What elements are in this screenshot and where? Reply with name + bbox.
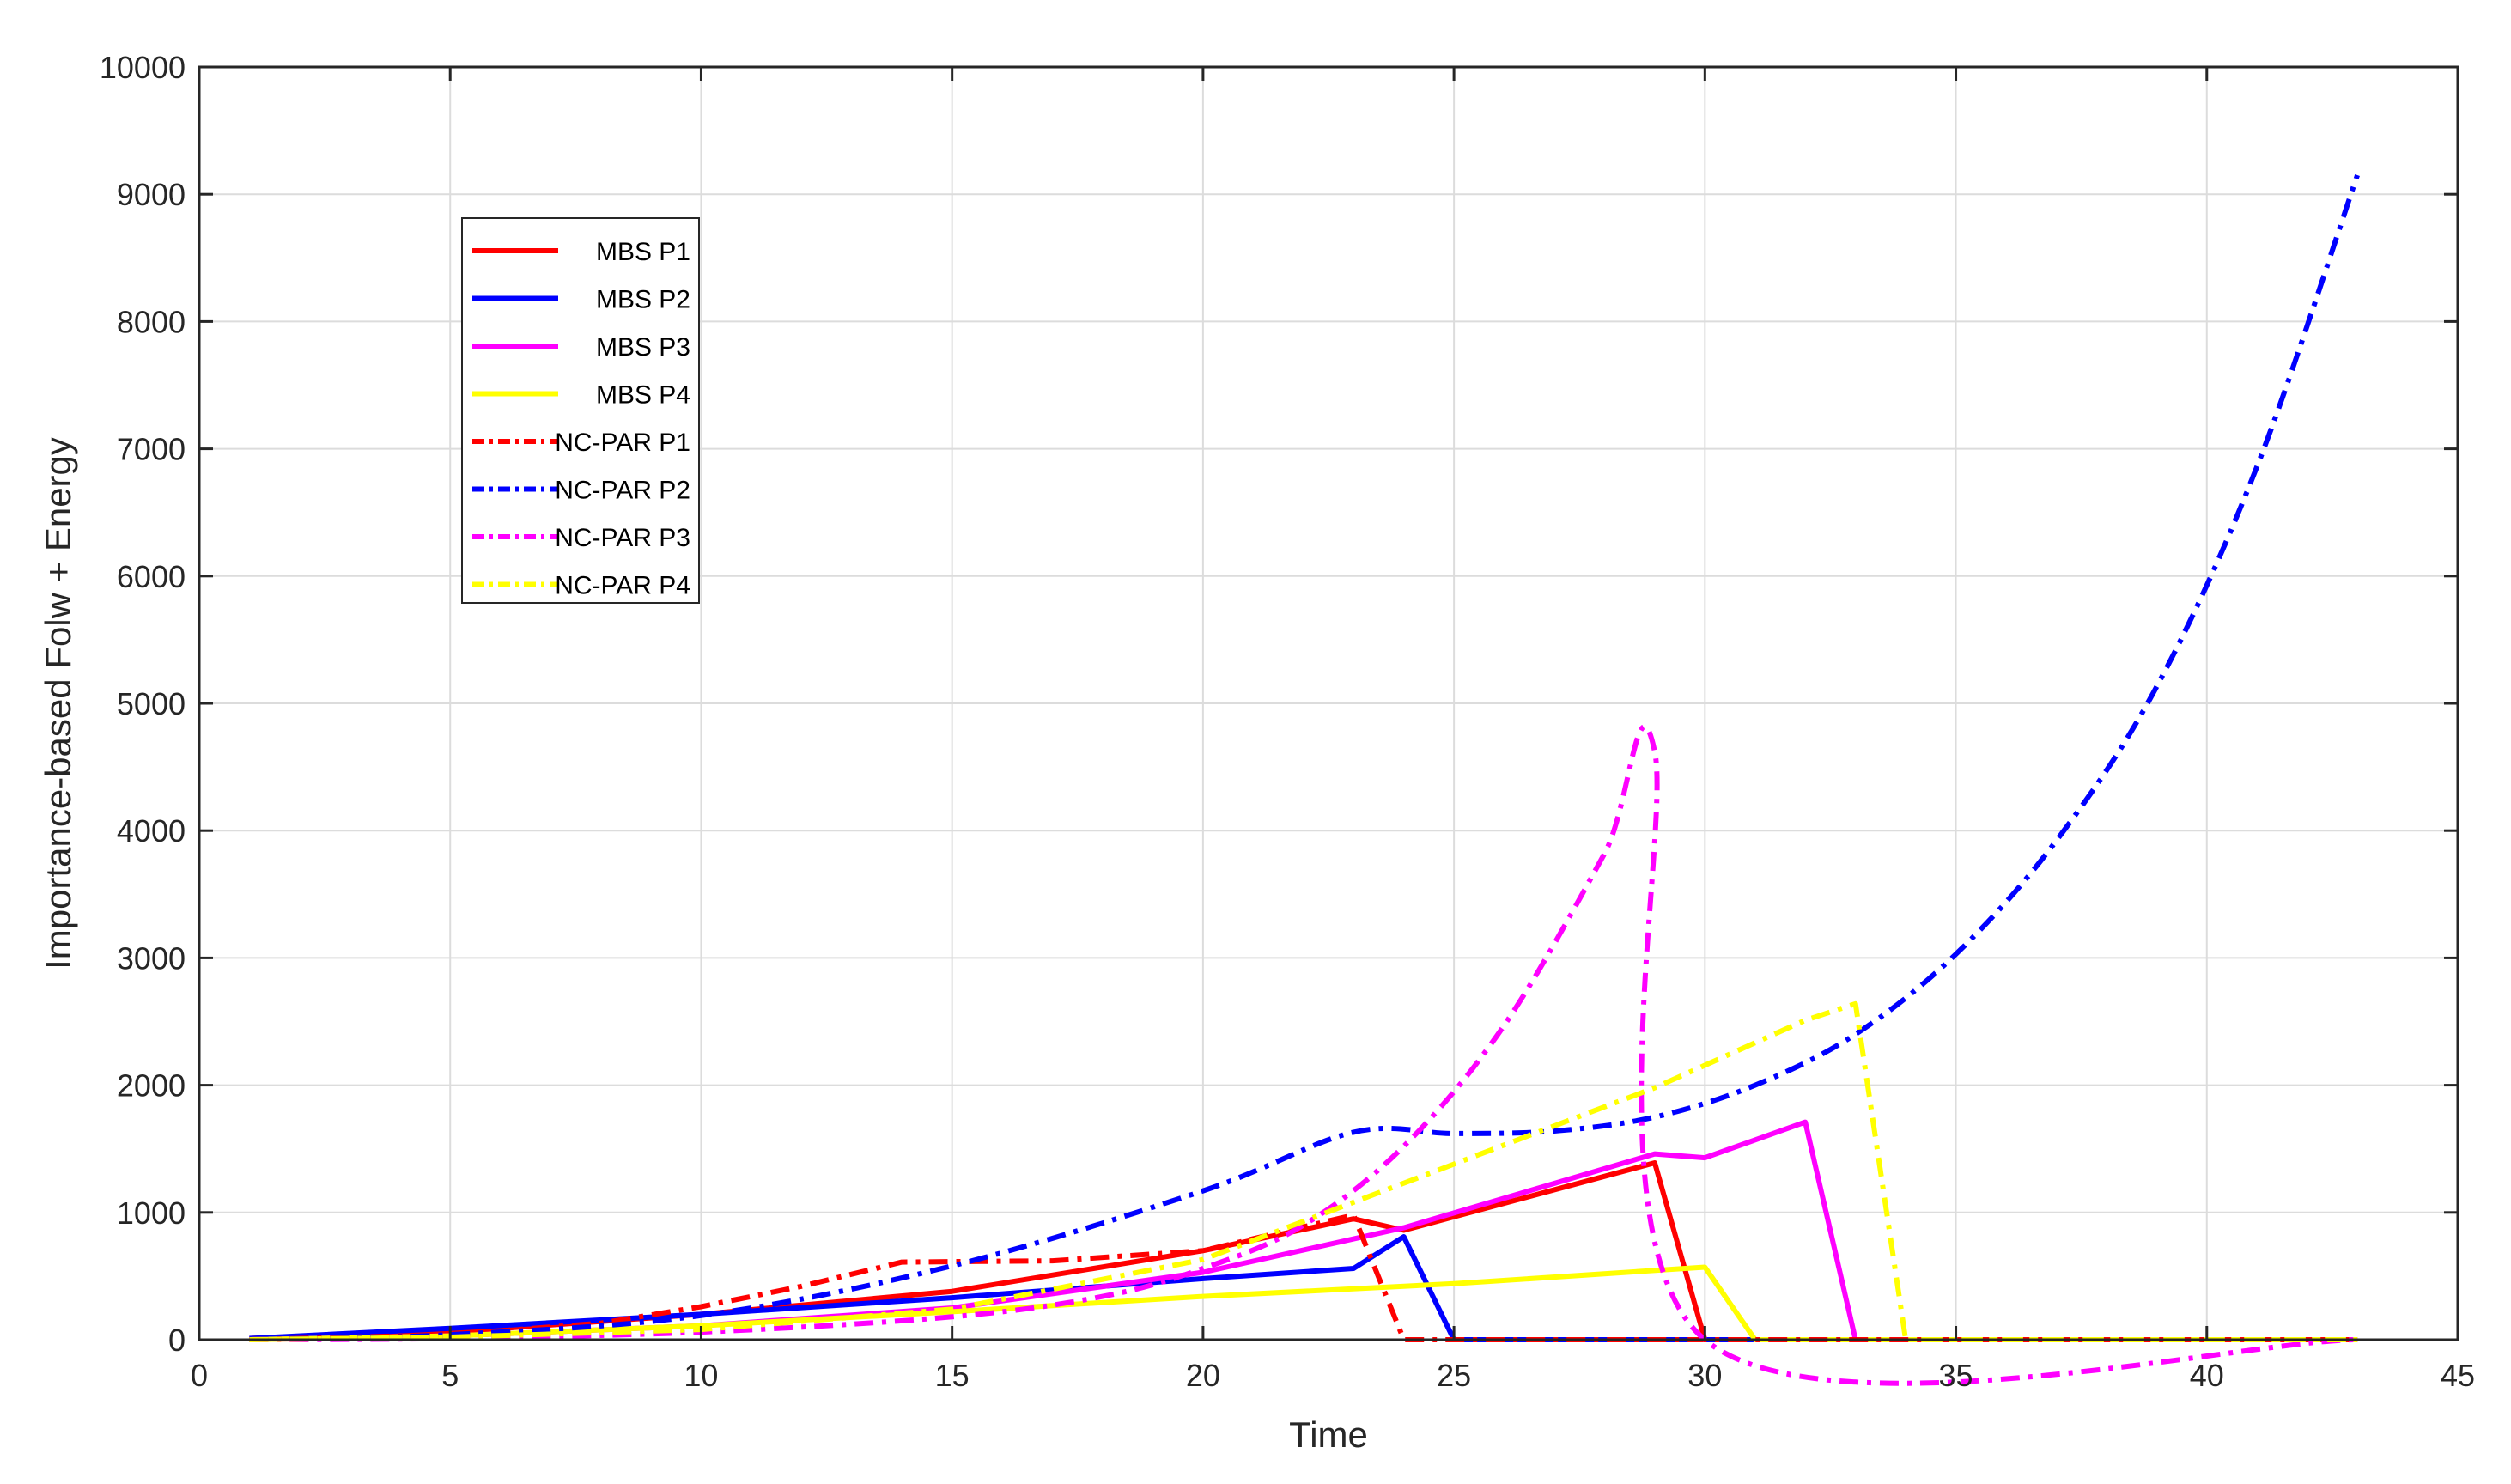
grid-lines bbox=[199, 67, 2458, 1340]
y-tick-labels: 0 1000 2000 3000 4000 5000 6000 7000 8000 9000 100… bbox=[100, 50, 185, 1358]
legend: MBS P1 MBS P2 MBS P3 MBS P4 NC-PAR P1 NC-PAR … bbox=[461, 217, 700, 604]
x-tick-label: 20 bbox=[1186, 1358, 1220, 1393]
series-line-nc-par-p1 bbox=[249, 1212, 2358, 1342]
legend-label: NC-PAR P2 bbox=[555, 477, 690, 505]
legend-items: MBS P1 MBS P2 MBS P3 MBS P4 NC-PAR P1 NC-PAR … bbox=[472, 238, 690, 600]
y-tick-label: 8000 bbox=[117, 304, 185, 339]
y-tick-label: 1000 bbox=[117, 1195, 185, 1231]
y-tick-label: 9000 bbox=[117, 177, 185, 212]
x-tick-labels: 0 5 10 15 20 25 30 35 40 45 bbox=[191, 1358, 2475, 1393]
y-tick-label: 3000 bbox=[117, 940, 185, 976]
legend-label: NC-PAR P4 bbox=[555, 572, 690, 600]
y-tick-label: 0 bbox=[168, 1323, 185, 1358]
legend-label: MBS P1 bbox=[596, 238, 690, 266]
x-tick-label: 0 bbox=[191, 1358, 208, 1393]
x-axis-label: Time bbox=[1289, 1414, 1368, 1455]
x-tick-label: 35 bbox=[1939, 1358, 1973, 1393]
x-tick-label: 45 bbox=[2441, 1358, 2475, 1393]
x-tick-label: 25 bbox=[1437, 1358, 1471, 1393]
x-tick-label: 40 bbox=[2190, 1358, 2224, 1393]
axis-ticks bbox=[198, 65, 2459, 1341]
legend-label: MBS P3 bbox=[596, 333, 690, 362]
y-axis-label: Importance-based Folw + Energy bbox=[38, 437, 78, 970]
x-tick-label: 10 bbox=[684, 1358, 718, 1393]
legend-label: NC-PAR P3 bbox=[555, 524, 690, 552]
y-tick-label: 5000 bbox=[117, 686, 185, 721]
legend-label: MBS P2 bbox=[596, 286, 690, 314]
y-tick-label: 6000 bbox=[117, 559, 185, 594]
legend-label: MBS P4 bbox=[596, 381, 690, 410]
x-tick-label: 5 bbox=[441, 1358, 459, 1393]
x-tick-label: 15 bbox=[935, 1358, 970, 1393]
series-line-nc-par-p2 bbox=[249, 174, 2360, 1342]
legend-label: NC-PAR P1 bbox=[555, 429, 690, 457]
y-tick-label: 4000 bbox=[117, 813, 185, 848]
y-tick-label: 7000 bbox=[117, 432, 185, 467]
y-tick-label: 2000 bbox=[117, 1068, 185, 1104]
x-tick-label: 30 bbox=[1687, 1358, 1722, 1393]
y-tick-label: 10000 bbox=[100, 50, 185, 85]
series-line-mbs-p2 bbox=[249, 1234, 2358, 1342]
